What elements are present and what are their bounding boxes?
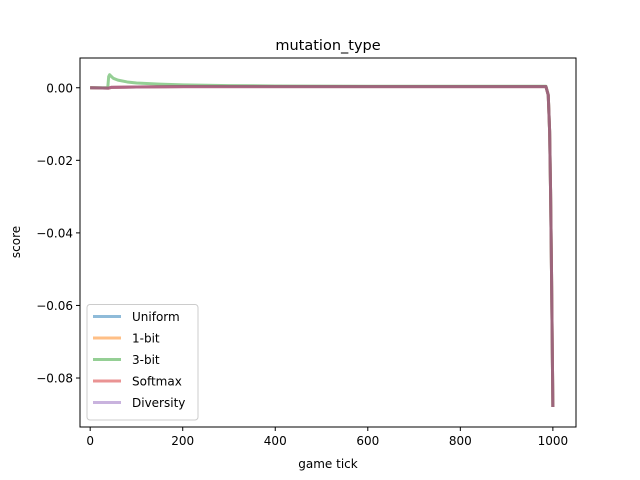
x-tick-label: 1000 — [538, 434, 569, 448]
y-tick-label: 0.00 — [46, 81, 73, 95]
legend: Uniform 1-bit 3-bit Softmax Diversity — [86, 304, 199, 421]
x-axis: 0 200 400 600 800 1000 — [86, 427, 568, 448]
legend-label: Softmax — [132, 375, 182, 389]
x-tick-label: 0 — [86, 434, 94, 448]
legend-label: 1-bit — [132, 332, 160, 346]
series-layer — [90, 73, 555, 408]
legend-box — [86, 304, 199, 421]
x-tick-label: 200 — [171, 434, 194, 448]
legend-label: 3-bit — [132, 353, 160, 367]
y-tick-label: −0.02 — [36, 154, 73, 168]
y-tick-label: −0.04 — [36, 226, 73, 240]
x-tick-label: 600 — [356, 434, 379, 448]
series-line-diversity — [90, 85, 555, 408]
y-tick-label: −0.06 — [36, 299, 73, 313]
legend-label: Diversity — [132, 396, 185, 410]
legend-label: Uniform — [132, 310, 180, 324]
x-axis-label: game tick — [298, 457, 357, 471]
y-axis: 0.00 −0.02 −0.04 −0.06 −0.08 — [36, 81, 80, 386]
plot-frame — [79, 57, 577, 428]
x-tick-label: 400 — [264, 434, 287, 448]
y-axis-label: score — [9, 226, 23, 258]
x-tick-label: 800 — [449, 434, 472, 448]
chart-title: mutation_type — [275, 38, 380, 54]
y-tick-label: −0.08 — [36, 372, 73, 386]
